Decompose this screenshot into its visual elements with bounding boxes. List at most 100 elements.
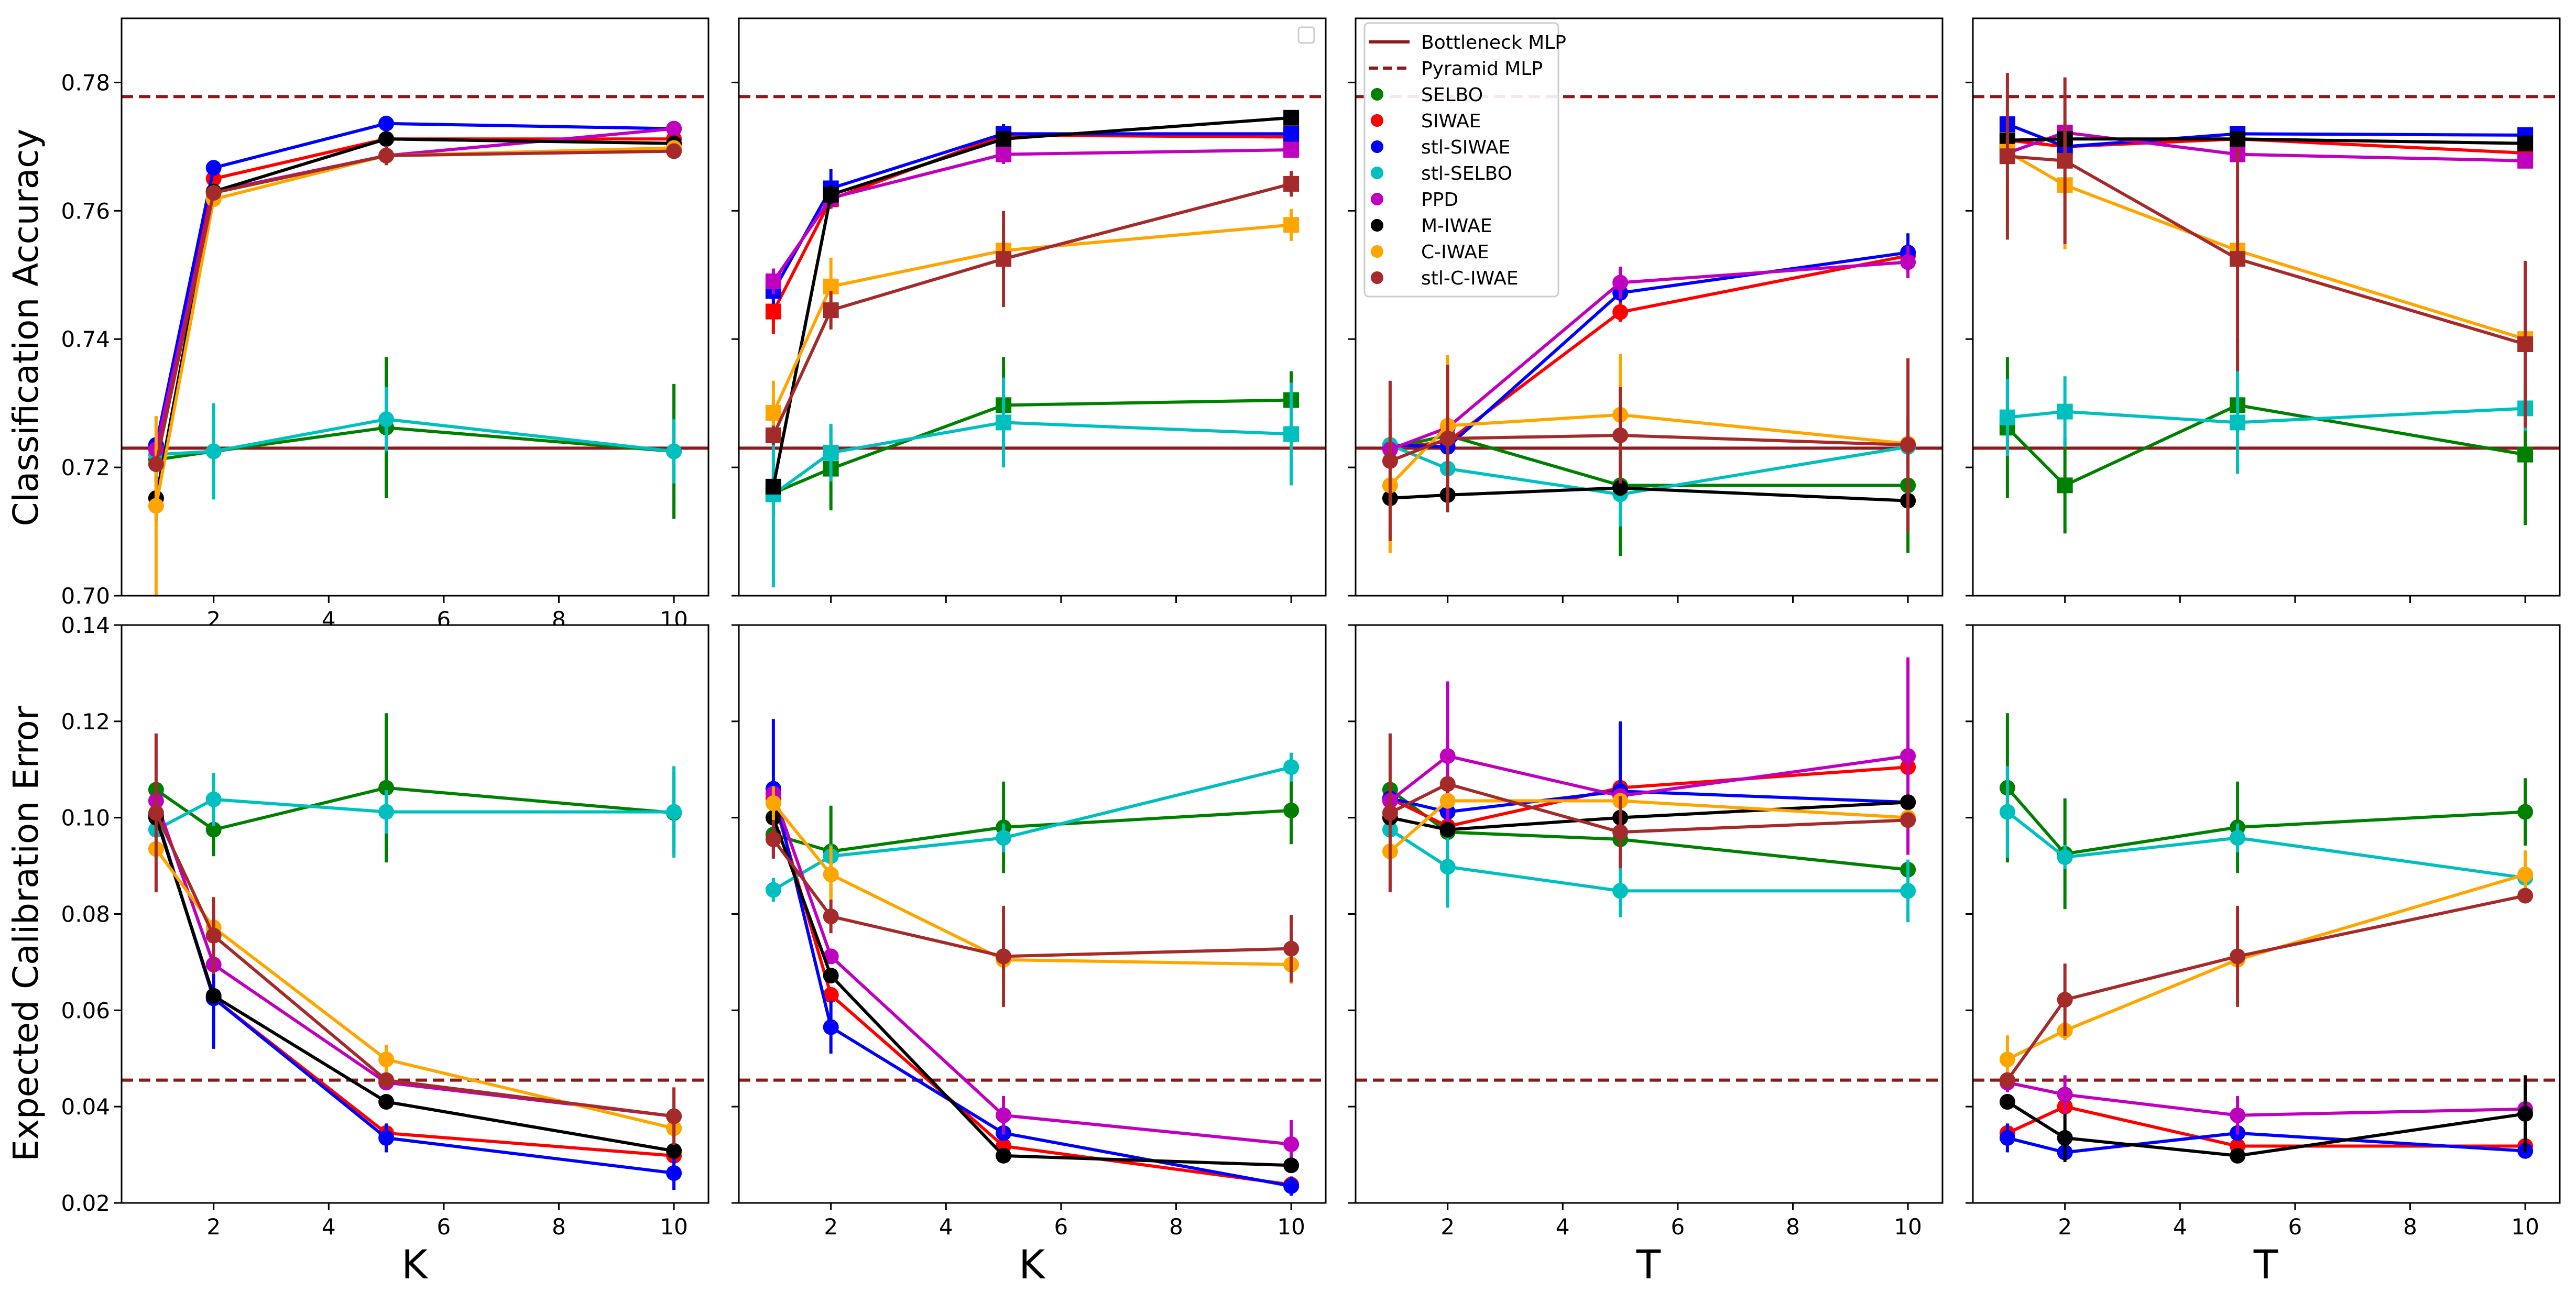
- data-point: [666, 443, 682, 459]
- data-point: [378, 1072, 395, 1088]
- series-line: [773, 808, 1292, 853]
- data-point: [2230, 414, 2246, 431]
- data-point: [823, 444, 839, 461]
- data-point: [1382, 453, 1398, 469]
- x-tick-label: 8: [1786, 1214, 1800, 1240]
- data-point: [1283, 176, 1300, 192]
- series-stl-c-iwae: [1999, 888, 2534, 1088]
- series-line: [772, 421, 1292, 496]
- y-axis: [1966, 624, 1973, 1204]
- data-point: [765, 795, 781, 812]
- plot-area: [739, 719, 1326, 1196]
- x-axis: [1447, 596, 1909, 603]
- axes-frame: [1355, 624, 1944, 1204]
- data-point: [765, 478, 781, 495]
- x-tick-label: 6: [1054, 1214, 1068, 1240]
- axes-background: [122, 18, 708, 596]
- y-tick-label: 0.78: [61, 70, 110, 95]
- column-xlabel-2: K: [1019, 1241, 1046, 1288]
- data-point: [1439, 822, 1456, 838]
- data-point: [1382, 805, 1398, 821]
- x-tick-label: 8: [1169, 1214, 1183, 1240]
- data-point: [2230, 251, 2246, 267]
- x-axis: 2 4 6 8 10: [2058, 1203, 2539, 1240]
- y-tick-label: 0.74: [61, 326, 110, 352]
- column-xlabel-1: K: [401, 1241, 429, 1288]
- panel-row2-col3: 2 4 6 8 10: [1348, 624, 1944, 1240]
- data-point: [765, 405, 781, 421]
- plot-area: [1356, 657, 1942, 1082]
- series-line: [1389, 828, 1908, 893]
- data-point: [205, 988, 222, 1004]
- legend-entry-c-iwae: C-IWAE: [1371, 242, 1489, 263]
- series-m-iwae: [1999, 1075, 2534, 1164]
- row-label-accuracy: Classification Accuracy: [6, 129, 46, 527]
- data-point: [823, 187, 839, 203]
- axes-frame: [1972, 17, 2561, 597]
- data-point: [2057, 992, 2073, 1008]
- data-point: [823, 968, 839, 984]
- x-tick-label: 10: [660, 1214, 687, 1240]
- data-point: [996, 1107, 1012, 1123]
- data-point: [148, 805, 164, 821]
- legend-label: M-IWAE: [1421, 215, 1492, 237]
- data-point: [996, 948, 1012, 965]
- data-point: [205, 822, 222, 838]
- data-point: [996, 414, 1012, 431]
- x-tick-label: 10: [1894, 1214, 1922, 1240]
- series-line: [1389, 260, 1908, 451]
- series-line: [155, 848, 674, 1130]
- series-line: [2006, 894, 2526, 1081]
- series-stl-selbo: [765, 377, 1300, 588]
- series-line: [771, 116, 1292, 487]
- y-tick-label: 0.14: [61, 612, 110, 638]
- legend-entry-pyramid-mlp: Pyramid MLP: [1369, 58, 1543, 80]
- series-line: [1389, 799, 1908, 853]
- legend-entry-m-iwae: M-IWAE: [1371, 215, 1492, 237]
- panel-row1-col4: [1966, 17, 2561, 603]
- axes-background: [1973, 625, 2560, 1203]
- data-point: [823, 1019, 839, 1035]
- x-tick-label: 10: [1277, 1214, 1305, 1240]
- legend-entry-stl-c-iwae: stl-C-IWAE: [1371, 268, 1519, 289]
- legend-entry-bottleneck-mlp: Bottleneck MLP: [1369, 32, 1566, 53]
- data-point: [823, 867, 839, 883]
- data-point: [1439, 859, 1456, 875]
- y-tick-label: 0.12: [61, 709, 110, 735]
- x-axis: 2 4 6 8 10: [824, 1203, 1305, 1240]
- y-axis: [732, 624, 739, 1204]
- series-line: [772, 793, 1292, 1146]
- axes-frame: [738, 624, 1327, 1204]
- series-stl-selbo: [148, 387, 682, 500]
- series-line: [2006, 811, 2526, 880]
- figure-labels: Classification Accuracy Expected Calibra…: [6, 129, 2278, 1288]
- plot-area: [739, 95, 1326, 588]
- series-line: [1389, 413, 1908, 487]
- data-point: [1439, 748, 1456, 764]
- series-line: [2006, 873, 2526, 1061]
- data-point: [996, 830, 1012, 846]
- data-point: [2517, 336, 2534, 353]
- series-line: [154, 122, 674, 445]
- legend-marker: [1371, 88, 1383, 101]
- data-point: [205, 185, 222, 201]
- series-line: [2006, 786, 2526, 856]
- series-line: [155, 812, 674, 1118]
- x-tick-label: 2: [2058, 1214, 2072, 1240]
- legend-label: SELBO: [1421, 84, 1483, 106]
- series-line: [1390, 486, 1908, 502]
- data-point: [2517, 135, 2534, 151]
- data-point: [2057, 1130, 2073, 1146]
- series-line: [2007, 155, 2526, 346]
- legend-entry-ppd: PPD: [1371, 189, 1458, 211]
- series-line: [1389, 754, 1908, 802]
- series-line: [2006, 150, 2526, 341]
- series-selbo: [1999, 713, 2534, 910]
- series-stl-selbo: [1999, 766, 2534, 886]
- series-line: [156, 418, 674, 456]
- x-tick-label: 6: [437, 1214, 451, 1240]
- data-point: [1283, 217, 1300, 233]
- legend-label: C-IWAE: [1421, 242, 1489, 263]
- legend-marker: [1371, 271, 1383, 284]
- series-line: [2006, 130, 2526, 162]
